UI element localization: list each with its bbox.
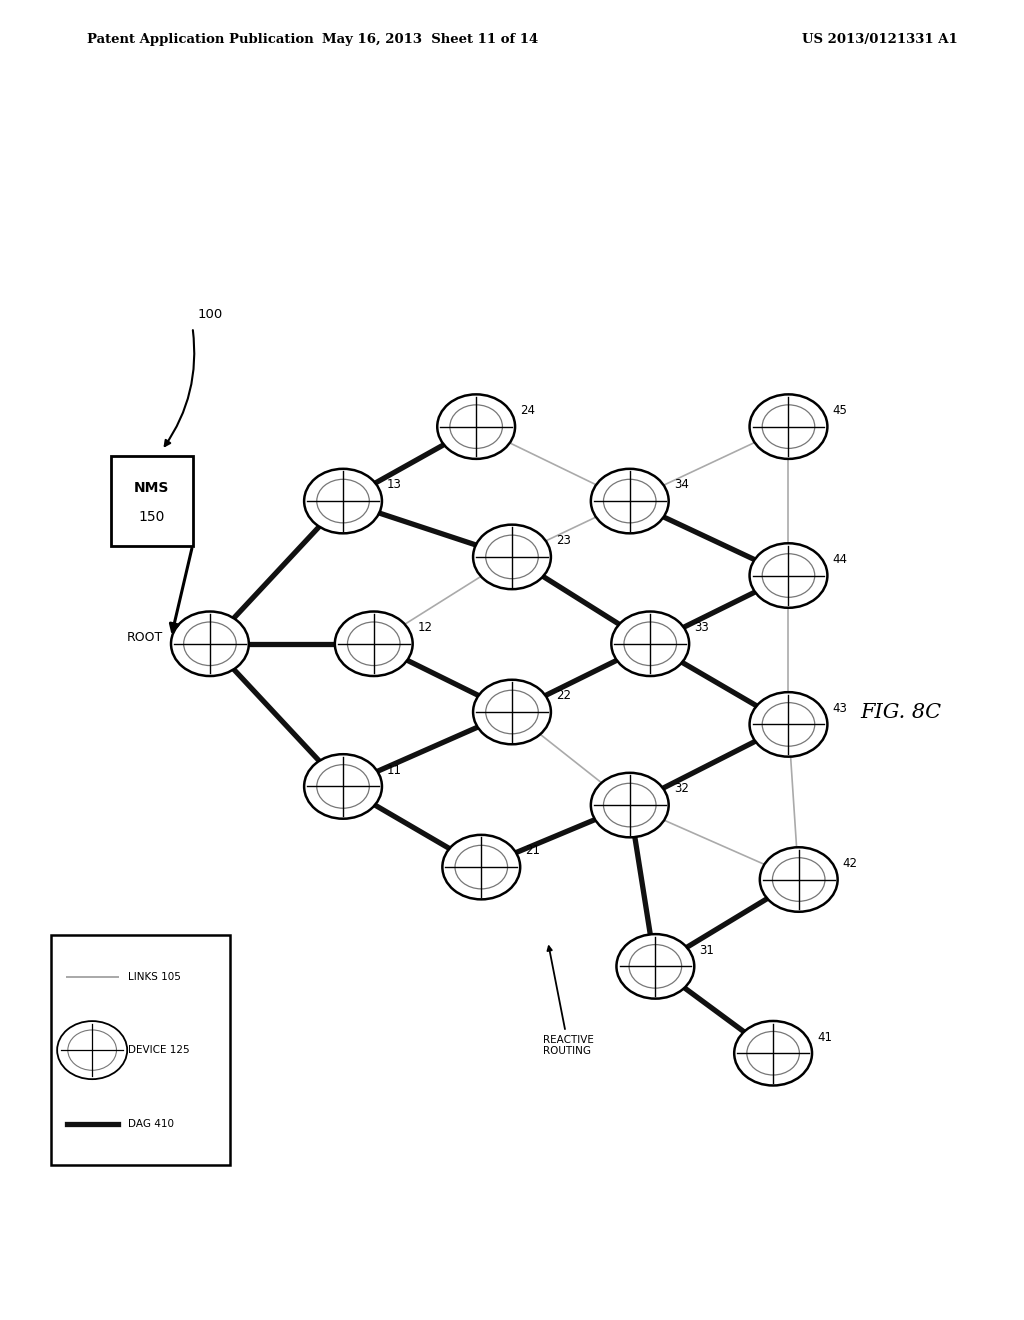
Text: LINKS 105: LINKS 105 <box>128 972 181 982</box>
Text: 41: 41 <box>817 1031 833 1044</box>
Ellipse shape <box>304 469 382 533</box>
Text: 23: 23 <box>556 535 571 548</box>
Ellipse shape <box>473 524 551 589</box>
Text: US 2013/0121331 A1: US 2013/0121331 A1 <box>802 33 957 46</box>
Text: 31: 31 <box>699 944 715 957</box>
Ellipse shape <box>611 611 689 676</box>
Text: FIG. 8C: FIG. 8C <box>860 702 941 722</box>
Text: DEVICE 125: DEVICE 125 <box>128 1045 189 1055</box>
Ellipse shape <box>734 1020 812 1085</box>
Ellipse shape <box>442 834 520 899</box>
Text: 12: 12 <box>418 622 433 634</box>
Ellipse shape <box>171 611 249 676</box>
Text: 43: 43 <box>833 702 848 715</box>
FancyBboxPatch shape <box>51 936 230 1166</box>
Text: 100: 100 <box>198 309 223 322</box>
Ellipse shape <box>473 680 551 744</box>
Text: NMS: NMS <box>134 480 169 495</box>
Text: 11: 11 <box>387 764 402 777</box>
Text: 33: 33 <box>694 622 709 634</box>
Text: 21: 21 <box>525 845 541 858</box>
Text: 22: 22 <box>556 689 571 702</box>
Ellipse shape <box>591 772 669 837</box>
Ellipse shape <box>750 692 827 756</box>
Ellipse shape <box>750 544 827 607</box>
Ellipse shape <box>57 1022 127 1080</box>
Ellipse shape <box>591 469 669 533</box>
Text: 13: 13 <box>387 478 402 491</box>
Text: 45: 45 <box>833 404 848 417</box>
Text: REACTIVE
ROUTING: REACTIVE ROUTING <box>543 946 594 1056</box>
FancyBboxPatch shape <box>111 457 193 545</box>
Text: DAG 410: DAG 410 <box>128 1118 174 1129</box>
Text: 44: 44 <box>833 553 848 566</box>
Text: ROOT: ROOT <box>127 631 163 644</box>
Text: 150: 150 <box>138 510 165 524</box>
Ellipse shape <box>304 754 382 818</box>
Ellipse shape <box>335 611 413 676</box>
Text: 32: 32 <box>674 783 689 796</box>
Ellipse shape <box>760 847 838 912</box>
Ellipse shape <box>437 395 515 459</box>
Text: 42: 42 <box>843 857 858 870</box>
Text: 34: 34 <box>674 478 689 491</box>
Text: May 16, 2013  Sheet 11 of 14: May 16, 2013 Sheet 11 of 14 <box>322 33 539 46</box>
Ellipse shape <box>616 935 694 999</box>
Ellipse shape <box>750 395 827 459</box>
Text: 24: 24 <box>520 404 536 417</box>
Text: Patent Application Publication: Patent Application Publication <box>87 33 313 46</box>
